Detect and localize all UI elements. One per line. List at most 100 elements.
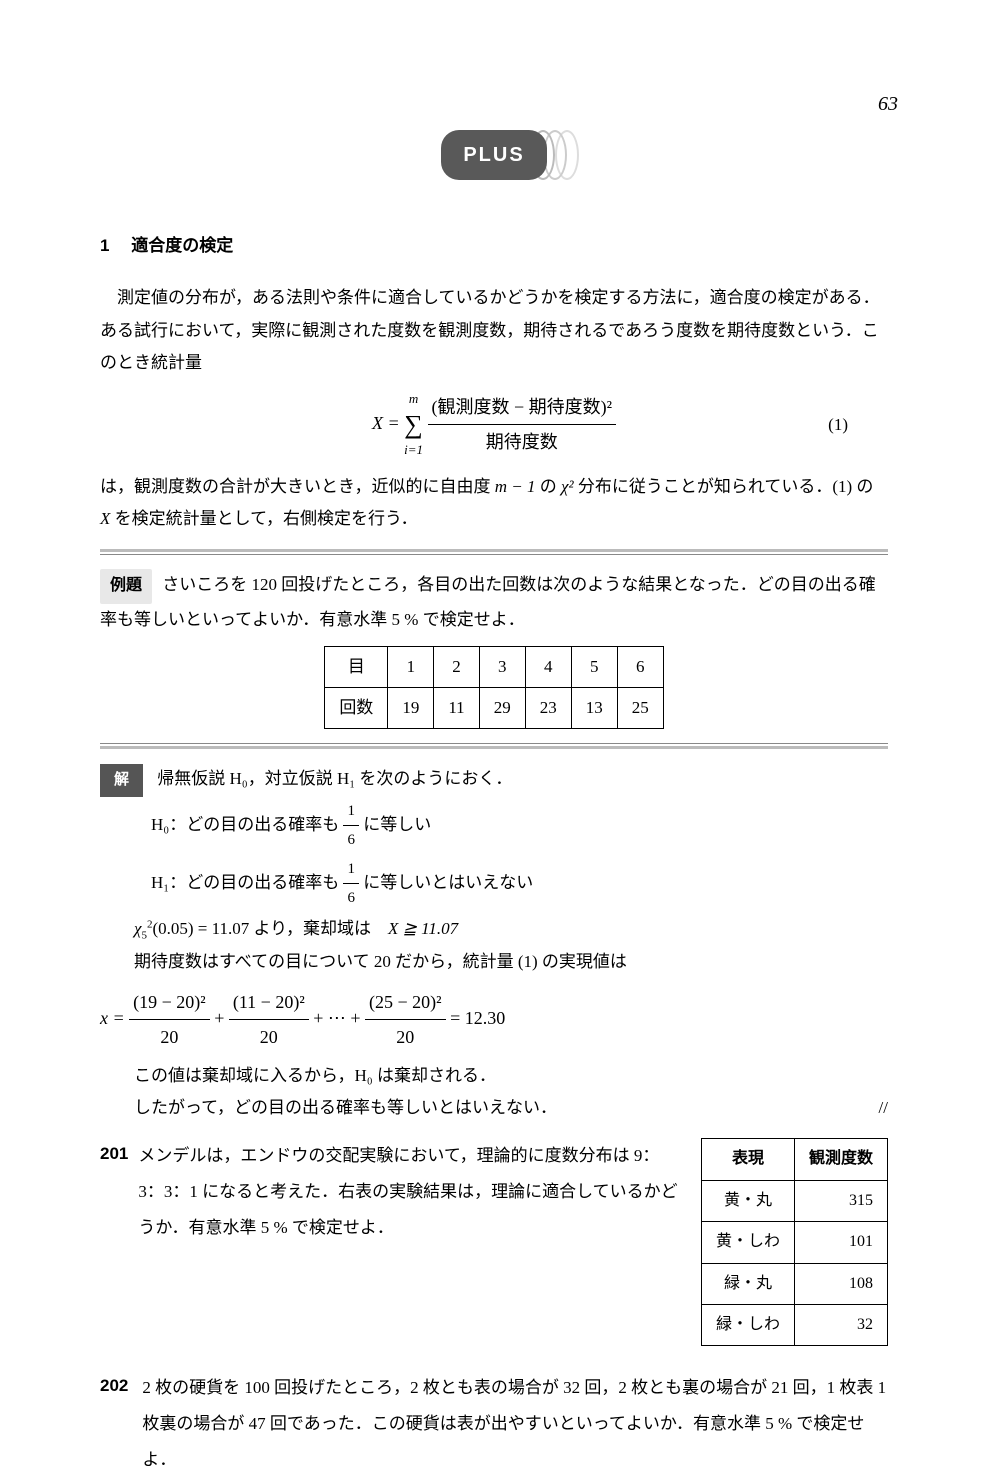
dots: + ⋯ + bbox=[313, 1007, 360, 1027]
divider-thin bbox=[100, 743, 888, 744]
divider-thick bbox=[100, 549, 888, 552]
text: に等しい bbox=[363, 815, 431, 834]
chi-symbol: χ52 bbox=[134, 919, 152, 938]
calc-formula: x = (19 − 20)²20 + (11 − 20)²20 + ⋯ + (2… bbox=[100, 985, 888, 1054]
plus-badge: PLUS bbox=[100, 130, 888, 180]
exercise-number: 202 bbox=[100, 1370, 128, 1402]
section-number: 1 bbox=[100, 236, 109, 255]
table-row: 緑・丸108 bbox=[701, 1263, 887, 1304]
qed-mark: // bbox=[879, 1092, 888, 1124]
solution-block: 解 帰無仮説 H₀，対立仮説 H₁ を次のようにおく． H₀：どの目の出る確率も… bbox=[100, 763, 888, 1124]
solution-label: 解 bbox=[100, 764, 143, 797]
fraction-1-6: 1 6 bbox=[343, 797, 359, 855]
table-cell: 3 bbox=[479, 646, 525, 687]
math-text: X ≧ 11.07 bbox=[388, 919, 458, 938]
text: H₁：どの目の出る確率も bbox=[151, 873, 339, 892]
exercise-201: 201 メンデルは，エンドウの交配実験において，理論的に度数分布は 9：3：3：… bbox=[100, 1138, 888, 1346]
conclusion-row: したがって，どの目の出る確率も等しいとはいえない． // bbox=[134, 1092, 888, 1124]
table-row: 黄・しわ101 bbox=[701, 1222, 887, 1263]
reject-text: この値は棄却域に入るから，H₀ は棄却される． bbox=[134, 1060, 888, 1092]
table-header: 表現 bbox=[701, 1139, 794, 1180]
expected-text: 期待度数はすべての目について 20 だから，統計量 (1) の実現値は bbox=[134, 946, 888, 978]
exercise-text: メンデルは，エンドウの交配実験において，理論的に度数分布は 9：3：3：1 にな… bbox=[138, 1138, 681, 1245]
fraction-numerator: (25 − 20)² bbox=[365, 985, 446, 1020]
table-cell: 1 bbox=[388, 646, 434, 687]
intro-paragraph-1: 測定値の分布が，ある法則や条件に適合しているかどうかを検定する方法に，適合度の検… bbox=[100, 282, 888, 379]
fraction-denominator: 6 bbox=[343, 884, 359, 913]
table-cell: 黄・しわ bbox=[701, 1222, 794, 1263]
text: (0.05) = 11.07 より，棄却域は bbox=[152, 919, 388, 938]
sum-upper: m bbox=[409, 387, 418, 412]
divider-thick bbox=[100, 746, 888, 749]
table-cell: 6 bbox=[617, 646, 663, 687]
fraction-numerator: (観測度数 − 期待度数)² bbox=[428, 390, 617, 425]
example-label: 例題 bbox=[100, 569, 152, 603]
fraction: (25 − 20)²20 bbox=[365, 985, 446, 1054]
exercise-text: 2 枚の硬貨を 100 回投げたところ，2 枚とも表の場合が 32 回，2 枚と… bbox=[142, 1370, 888, 1477]
table-cell: 101 bbox=[794, 1222, 887, 1263]
text: 分布に従うことが知られている．(1) の bbox=[574, 477, 874, 496]
math-text: χ² bbox=[561, 477, 574, 496]
mendel-table: 表現 観測度数 黄・丸315 黄・しわ101 緑・丸108 緑・しわ32 bbox=[701, 1138, 888, 1346]
text: H₀：どの目の出る確率も bbox=[151, 815, 339, 834]
table-cell: 29 bbox=[479, 688, 525, 729]
table-header: 観測度数 bbox=[794, 1139, 887, 1180]
table-cell: 19 bbox=[388, 688, 434, 729]
table-cell: 目 bbox=[325, 646, 388, 687]
table-cell: 緑・丸 bbox=[701, 1263, 794, 1304]
hypothesis-h1: H₁：どの目の出る確率も 1 6 に等しいとはいえない bbox=[151, 855, 888, 913]
table-cell: 25 bbox=[617, 688, 663, 729]
table-cell: 5 bbox=[571, 646, 617, 687]
plus-badge-label: PLUS bbox=[441, 130, 546, 180]
fraction-denominator: 20 bbox=[156, 1020, 182, 1054]
exercise-202: 202 2 枚の硬貨を 100 回投げたところ，2 枚とも表の場合が 32 回，… bbox=[100, 1370, 888, 1477]
example-text: さいころを 120 回投げたところ，各目の出た回数は次のような結果となった．どの… bbox=[100, 575, 876, 628]
calc-result: = 12.30 bbox=[450, 1007, 505, 1027]
table-row: 緑・しわ32 bbox=[701, 1305, 887, 1346]
fraction-1-6: 1 6 bbox=[343, 855, 359, 913]
fraction: (11 − 20)²20 bbox=[229, 985, 309, 1054]
fraction-denominator: 20 bbox=[392, 1020, 418, 1054]
table-row: 回数 19 11 29 23 13 25 bbox=[325, 688, 663, 729]
text: は，観測度数の合計が大きいとき，近似的に自由度 bbox=[100, 477, 495, 496]
table-cell: 315 bbox=[794, 1180, 887, 1221]
dice-table: 目 1 2 3 4 5 6 回数 19 11 29 23 13 25 bbox=[324, 646, 663, 730]
hypothesis-h0: H₀：どの目の出る確率も 1 6 に等しい bbox=[151, 797, 888, 855]
table-cell: 108 bbox=[794, 1263, 887, 1304]
table-cell: 回数 bbox=[325, 688, 388, 729]
equation-number: (1) bbox=[828, 409, 848, 441]
conclusion-text: したがって，どの目の出る確率も等しいとはいえない． bbox=[134, 1092, 557, 1124]
table-cell: 2 bbox=[434, 646, 479, 687]
fraction-denominator: 期待度数 bbox=[482, 425, 562, 459]
table-row: 黄・丸315 bbox=[701, 1180, 887, 1221]
formula-lhs: X = bbox=[372, 413, 400, 433]
fraction-numerator: 1 bbox=[343, 855, 359, 885]
formula-chi-square: X = m ∑ i=1 (観測度数 − 期待度数)² 期待度数 (1) bbox=[100, 387, 888, 462]
chi-critical-line: χ52(0.05) = 11.07 より，棄却域は X ≧ 11.07 bbox=[134, 913, 888, 946]
exercise-number: 201 bbox=[100, 1138, 128, 1245]
table-cell: 緑・しわ bbox=[701, 1305, 794, 1346]
intro-paragraph-2: は，観測度数の合計が大きいとき，近似的に自由度 m − 1 の χ² 分布に従う… bbox=[100, 471, 888, 536]
summation-icon: m ∑ i=1 bbox=[404, 387, 423, 462]
solution-intro: 帰無仮説 H₀，対立仮説 H₁ を次のようにおく． bbox=[157, 769, 512, 788]
fraction-denominator: 20 bbox=[256, 1020, 282, 1054]
table-cell: 11 bbox=[434, 688, 479, 729]
fraction-numerator: (19 − 20)² bbox=[129, 985, 210, 1020]
table-row: 目 1 2 3 4 5 6 bbox=[325, 646, 663, 687]
divider-thin bbox=[100, 554, 888, 555]
table-cell: 13 bbox=[571, 688, 617, 729]
table-cell: 黄・丸 bbox=[701, 1180, 794, 1221]
page-number: 63 bbox=[878, 85, 898, 123]
fraction-denominator: 6 bbox=[343, 826, 359, 855]
section-title: 適合度の検定 bbox=[131, 236, 233, 255]
table-cell: 4 bbox=[525, 646, 571, 687]
text: に等しいとはいえない bbox=[363, 873, 533, 892]
fraction-numerator: (11 − 20)² bbox=[229, 985, 309, 1020]
text: の bbox=[536, 477, 562, 496]
table-cell: 32 bbox=[794, 1305, 887, 1346]
math-text: m − 1 bbox=[495, 477, 536, 496]
example-block: 例題 さいころを 120 回投げたところ，各目の出た回数は次のような結果となった… bbox=[100, 569, 888, 729]
section-heading: 1 適合度の検定 bbox=[100, 230, 888, 262]
fraction-numerator: 1 bbox=[343, 797, 359, 827]
table-cell: 23 bbox=[525, 688, 571, 729]
